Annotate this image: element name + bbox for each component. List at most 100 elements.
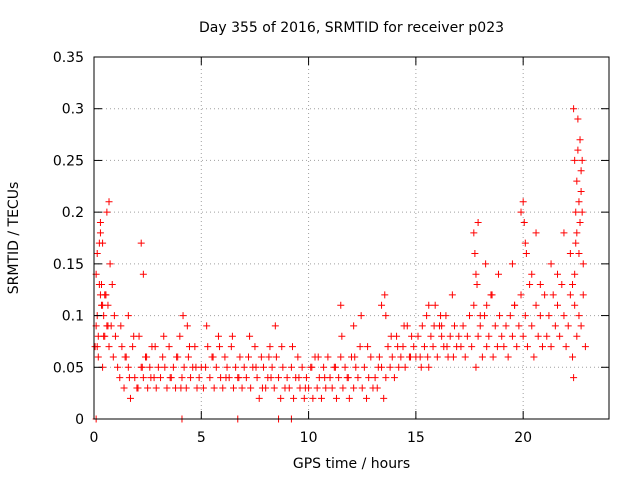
data-point <box>543 332 551 340</box>
data-point <box>562 343 570 351</box>
data-point <box>255 394 263 402</box>
data-point <box>575 198 583 206</box>
data-point <box>210 384 218 392</box>
data-point <box>228 332 236 340</box>
data-point <box>417 363 425 371</box>
data-point <box>173 353 181 361</box>
data-point <box>290 394 298 402</box>
data-point <box>431 301 439 309</box>
data-point <box>508 260 516 268</box>
data-point <box>375 353 383 361</box>
data-point <box>424 353 432 361</box>
data-point <box>94 353 102 361</box>
data-point <box>257 353 265 361</box>
data-point <box>397 353 405 361</box>
data-point <box>554 301 561 309</box>
data-point <box>438 322 446 330</box>
data-point <box>144 384 152 392</box>
y-tick-label: 0.15 <box>53 257 84 273</box>
data-point <box>504 353 512 361</box>
data-point <box>166 374 174 382</box>
data-point <box>470 301 478 309</box>
data-point <box>100 332 108 340</box>
data-point <box>187 374 195 382</box>
data-point <box>472 363 480 371</box>
data-point <box>176 332 184 340</box>
data-point <box>576 136 584 144</box>
data-point <box>229 384 237 392</box>
data-point <box>488 291 496 299</box>
data-point <box>154 363 162 371</box>
data-point <box>451 322 458 330</box>
data-point <box>558 281 566 289</box>
data-point <box>351 353 359 361</box>
data-point <box>416 353 424 361</box>
data-point <box>103 208 111 216</box>
data-point <box>356 343 364 351</box>
data-point <box>195 374 203 382</box>
data-point <box>577 322 585 330</box>
data-point <box>163 384 171 392</box>
data-point <box>483 343 491 351</box>
data-point <box>549 291 557 299</box>
data-point <box>489 353 497 361</box>
data-point <box>159 353 167 361</box>
data-point <box>547 343 555 351</box>
data-point <box>571 301 579 309</box>
axis-ticks: 0 0.05 0.1 0.15 0.2 0.25 0.3 0.35 0 5 10 15 20 <box>53 50 609 446</box>
data-point <box>295 374 303 382</box>
data-point <box>151 343 159 351</box>
data-point <box>528 322 536 330</box>
data-point <box>519 198 527 206</box>
data-point <box>177 384 185 392</box>
data-point <box>120 384 128 392</box>
data-point <box>418 322 426 330</box>
data-point <box>240 363 248 371</box>
data-point <box>314 353 322 361</box>
data-point <box>551 322 559 330</box>
data-point <box>95 239 103 247</box>
data-point <box>265 353 273 361</box>
data-point <box>380 394 388 402</box>
data-point <box>302 374 310 382</box>
data-point <box>471 250 479 258</box>
data-point <box>110 312 118 320</box>
data-point <box>386 363 394 371</box>
data-point <box>521 312 529 320</box>
data-point <box>407 353 415 361</box>
data-point <box>331 363 339 371</box>
data-point <box>572 239 580 247</box>
data-point <box>429 343 437 351</box>
data-point <box>513 343 521 351</box>
data-point <box>437 312 445 320</box>
data-point <box>309 394 317 402</box>
data-point <box>425 301 433 309</box>
data-point <box>476 312 484 320</box>
plot-frame <box>93 56 610 420</box>
data-point <box>473 281 481 289</box>
y-tick-label: 0.3 <box>62 102 84 118</box>
data-point <box>104 322 112 330</box>
data-point <box>472 270 480 278</box>
data-point <box>93 343 101 351</box>
data-point <box>545 312 553 320</box>
data-point <box>350 384 358 392</box>
data-point <box>566 250 574 258</box>
data-point <box>96 229 104 237</box>
data-point <box>192 363 200 371</box>
data-point <box>571 270 579 278</box>
data-point <box>114 363 122 371</box>
data-point <box>547 260 555 268</box>
data-point <box>478 353 486 361</box>
data-point <box>193 384 201 392</box>
data-point <box>111 332 119 340</box>
data-point <box>212 363 220 371</box>
x-tick-label: 10 <box>300 430 318 446</box>
data-point <box>337 353 345 361</box>
data-point <box>202 363 210 371</box>
data-point <box>245 353 252 361</box>
data-point <box>184 353 192 361</box>
data-point <box>246 332 254 340</box>
data-point <box>106 260 114 268</box>
